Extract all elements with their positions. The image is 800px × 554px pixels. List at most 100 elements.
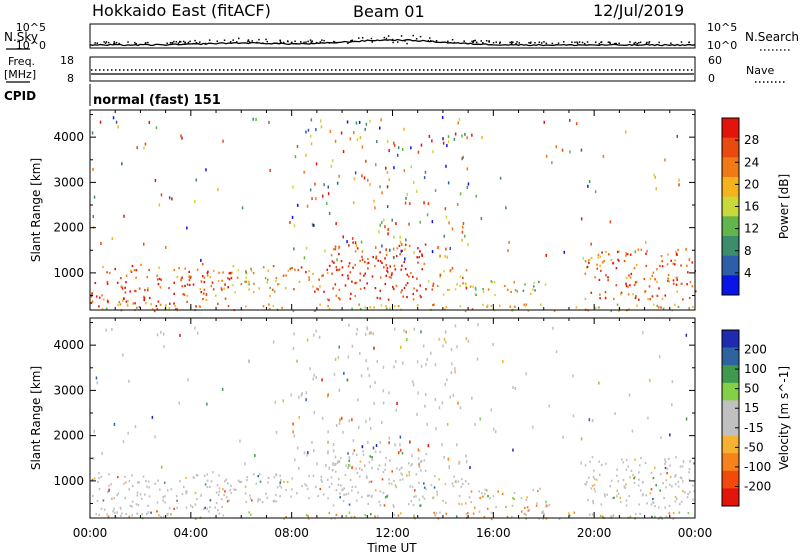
data-cell [472,285,474,288]
data-cell [107,491,109,494]
data-cell [368,494,370,497]
data-cell [449,269,452,272]
data-cell [461,238,463,242]
data-cell [112,510,114,513]
data-cell [353,449,356,452]
noise-point [551,42,554,45]
data-cell [604,297,607,300]
data-cell [691,261,694,264]
data-cell [275,500,278,503]
data-cell [413,327,416,331]
data-cell [543,513,546,516]
data-cell [365,332,367,336]
data-cell [106,299,109,302]
data-cell [338,174,340,178]
data-cell [319,285,321,288]
data-cell [379,490,382,493]
data-cell [404,267,407,271]
data-cell [183,485,185,489]
data-cell [305,130,307,134]
data-cell [532,425,534,429]
data-cell [665,479,668,482]
data-cell [664,461,667,464]
data-cell [125,281,127,284]
noise-point [509,41,511,44]
colorbar-cell [722,177,739,197]
data-cell [272,304,275,308]
data-cell [645,240,647,244]
noise-panel: 10^5 10^0 10^5 10^0 N.Sky N.Search [4,21,799,52]
data-cell [654,505,656,508]
data-cell [479,417,481,421]
data-cell [279,481,282,484]
data-cell [258,473,261,476]
noise-point [249,42,251,44]
data-cell [357,398,359,402]
data-cell [258,287,260,290]
data-cell [313,333,315,337]
data-cell [305,484,308,487]
data-cell [414,489,416,492]
noise-point [300,41,302,43]
data-cell [653,173,655,177]
data-cell [113,507,115,510]
noise-point [480,40,482,42]
data-cell [111,497,113,500]
data-cell [649,492,652,495]
data-cell [359,272,362,275]
data-cell [371,275,374,278]
data-cell [206,507,208,510]
data-cell [655,187,657,191]
data-cell [347,464,350,467]
data-cell [222,488,224,491]
data-cell [208,510,210,513]
data-cell [628,274,630,277]
data-cell [482,303,484,306]
data-cell [267,269,270,272]
data-cell [132,302,134,305]
noise-point [276,42,278,44]
data-cell [347,452,349,455]
data-cell [594,306,597,309]
data-cell [588,261,590,264]
data-cell [446,378,448,382]
data-cell [322,274,324,277]
data-cell [616,495,618,498]
data-cell [678,511,681,514]
data-cell [297,203,299,207]
data-cell [285,489,287,492]
data-cell [355,467,357,470]
data-cell [572,414,575,418]
time-axis-labels: 00:00 04:00 08:00 12:00 16:00 20:00 00:00 [73,526,713,540]
data-cell [367,261,370,264]
data-cell [121,299,124,302]
data-cell [588,180,591,184]
data-cell [598,473,601,476]
data-cell [512,448,514,452]
data-cell [627,285,629,288]
noise-point [195,42,198,44]
data-cell [315,162,318,166]
data-cell [199,305,201,308]
data-cell [148,269,150,272]
data-cell [408,474,411,477]
noise-point [563,41,565,43]
data-cell [447,181,450,185]
data-cell [395,222,397,226]
data-cell [351,237,354,240]
data-cell [445,215,448,219]
data-cell [541,511,543,514]
colorbar-tick-label: 4 [744,266,752,280]
data-cell [676,278,678,281]
data-cell [635,512,637,516]
data-cell [313,411,316,415]
data-cell [507,249,509,253]
data-cell [249,494,251,497]
data-cell [147,287,149,290]
data-cell [400,249,403,253]
data-cell [90,301,93,305]
data-cell [459,406,462,410]
data-cell [239,439,241,443]
